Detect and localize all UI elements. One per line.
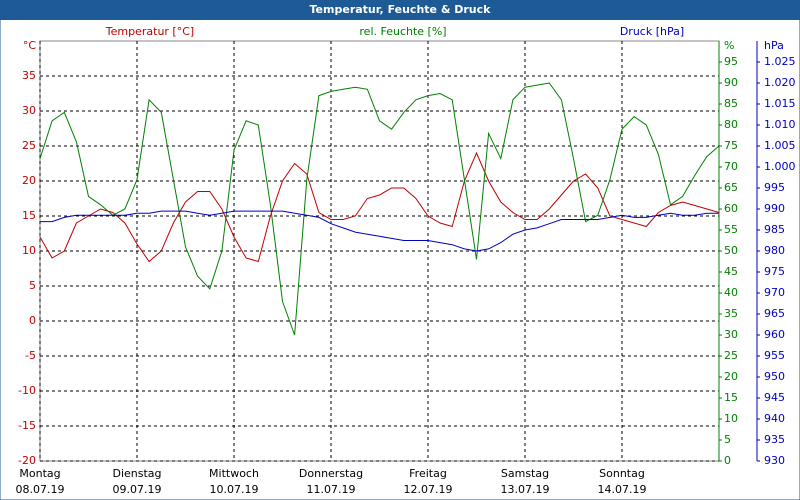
series-label: Temperatur [°C] (105, 25, 194, 38)
y-tick-label: 10 (22, 244, 36, 257)
y-tick-label: 0 (29, 314, 36, 327)
y-tick-label: 30 (22, 104, 36, 117)
y3-tick-label: 990 (764, 202, 785, 215)
y2-tick-label: 60 (724, 202, 738, 215)
y3-tick-label: 940 (764, 412, 785, 425)
y2-tick-label: 65 (724, 181, 738, 194)
y3-tick-label: 945 (764, 391, 785, 404)
y-tick-label: 5 (29, 279, 36, 292)
x-tick-date: 12.07.19 (404, 483, 453, 496)
y-tick-label: 35 (22, 69, 36, 82)
x-tick-label: Donnerstag (299, 467, 363, 480)
y3-tick-label: 1.025 (764, 55, 796, 68)
y-tick-label: 15 (22, 209, 36, 222)
x-tick-date: 13.07.19 (501, 483, 550, 496)
x-tick-label: Freitag (409, 467, 447, 480)
y2-tick-label: 0 (724, 454, 731, 467)
chart-title: Temperatur, Feuchte & Druck (310, 3, 492, 16)
y-tick-label: -15 (18, 419, 36, 432)
x-tick-date: 10.07.19 (210, 483, 259, 496)
x-tick-date: 14.07.19 (598, 483, 647, 496)
y2-tick-label: 45 (724, 265, 738, 278)
y2-tick-label: 75 (724, 139, 738, 152)
y3-tick-label: 1.015 (764, 97, 796, 110)
y3-tick-label: 930 (764, 454, 785, 467)
y2-tick-label: 20 (724, 370, 738, 383)
series-line (40, 210, 719, 252)
y2-tick-label: 95 (724, 55, 738, 68)
y-tick-label: -5 (25, 349, 36, 362)
x-tick-label: Montag (19, 467, 60, 480)
y3-tick-label: 970 (764, 286, 785, 299)
y2-tick-label: 85 (724, 97, 738, 110)
y-tick-label: 25 (22, 139, 36, 152)
y2-tick-label: 50 (724, 244, 738, 257)
y2-tick-label: 15 (724, 391, 738, 404)
y3-tick-label: 1.005 (764, 139, 796, 152)
axis-unit: °C (23, 39, 37, 52)
y3-tick-label: 980 (764, 244, 785, 257)
y3-tick-label: 995 (764, 181, 785, 194)
title-bar (0, 0, 800, 20)
y2-tick-label: 25 (724, 349, 738, 362)
y3-tick-label: 1.020 (764, 76, 796, 89)
y3-tick-label: 1.000 (764, 160, 796, 173)
series-line (39, 151, 720, 263)
x-tick-label: Samstag (501, 467, 549, 480)
y3-tick-label: 965 (764, 307, 785, 320)
x-tick-label: Sonntag (599, 467, 645, 480)
y2-tick-label: 35 (724, 307, 738, 320)
x-tick-label: Mittwoch (209, 467, 259, 480)
series-label: Druck [hPa] (620, 25, 684, 38)
y2-tick-label: 80 (724, 118, 738, 131)
y2-tick-label: 30 (724, 328, 738, 341)
axis-unit: hPa (764, 39, 784, 52)
y3-tick-label: 985 (764, 223, 785, 236)
y2-tick-label: 5 (724, 433, 731, 446)
y2-tick-label: 90 (724, 76, 738, 89)
y3-tick-label: 960 (764, 328, 785, 341)
x-tick-date: 09.07.19 (113, 483, 162, 496)
y3-tick-label: 955 (764, 349, 785, 362)
x-tick-date: 08.07.19 (16, 483, 65, 496)
axis-unit: % (724, 39, 734, 52)
series-line (39, 82, 720, 336)
series-label: rel. Feuchte [%] (359, 25, 446, 38)
y2-tick-label: 55 (724, 223, 738, 236)
y2-tick-label: 40 (724, 286, 738, 299)
y3-tick-label: 1.010 (764, 118, 796, 131)
y3-tick-label: 950 (764, 370, 785, 383)
y2-tick-label: 10 (724, 412, 738, 425)
y-tick-label: -10 (18, 384, 36, 397)
x-tick-date: 11.07.19 (307, 483, 356, 496)
x-tick-label: Dienstag (112, 467, 161, 480)
y2-tick-label: 70 (724, 160, 738, 173)
y-tick-label: -20 (18, 454, 36, 467)
y3-tick-label: 975 (764, 265, 785, 278)
y-tick-label: 20 (22, 174, 36, 187)
y3-tick-label: 935 (764, 433, 785, 446)
